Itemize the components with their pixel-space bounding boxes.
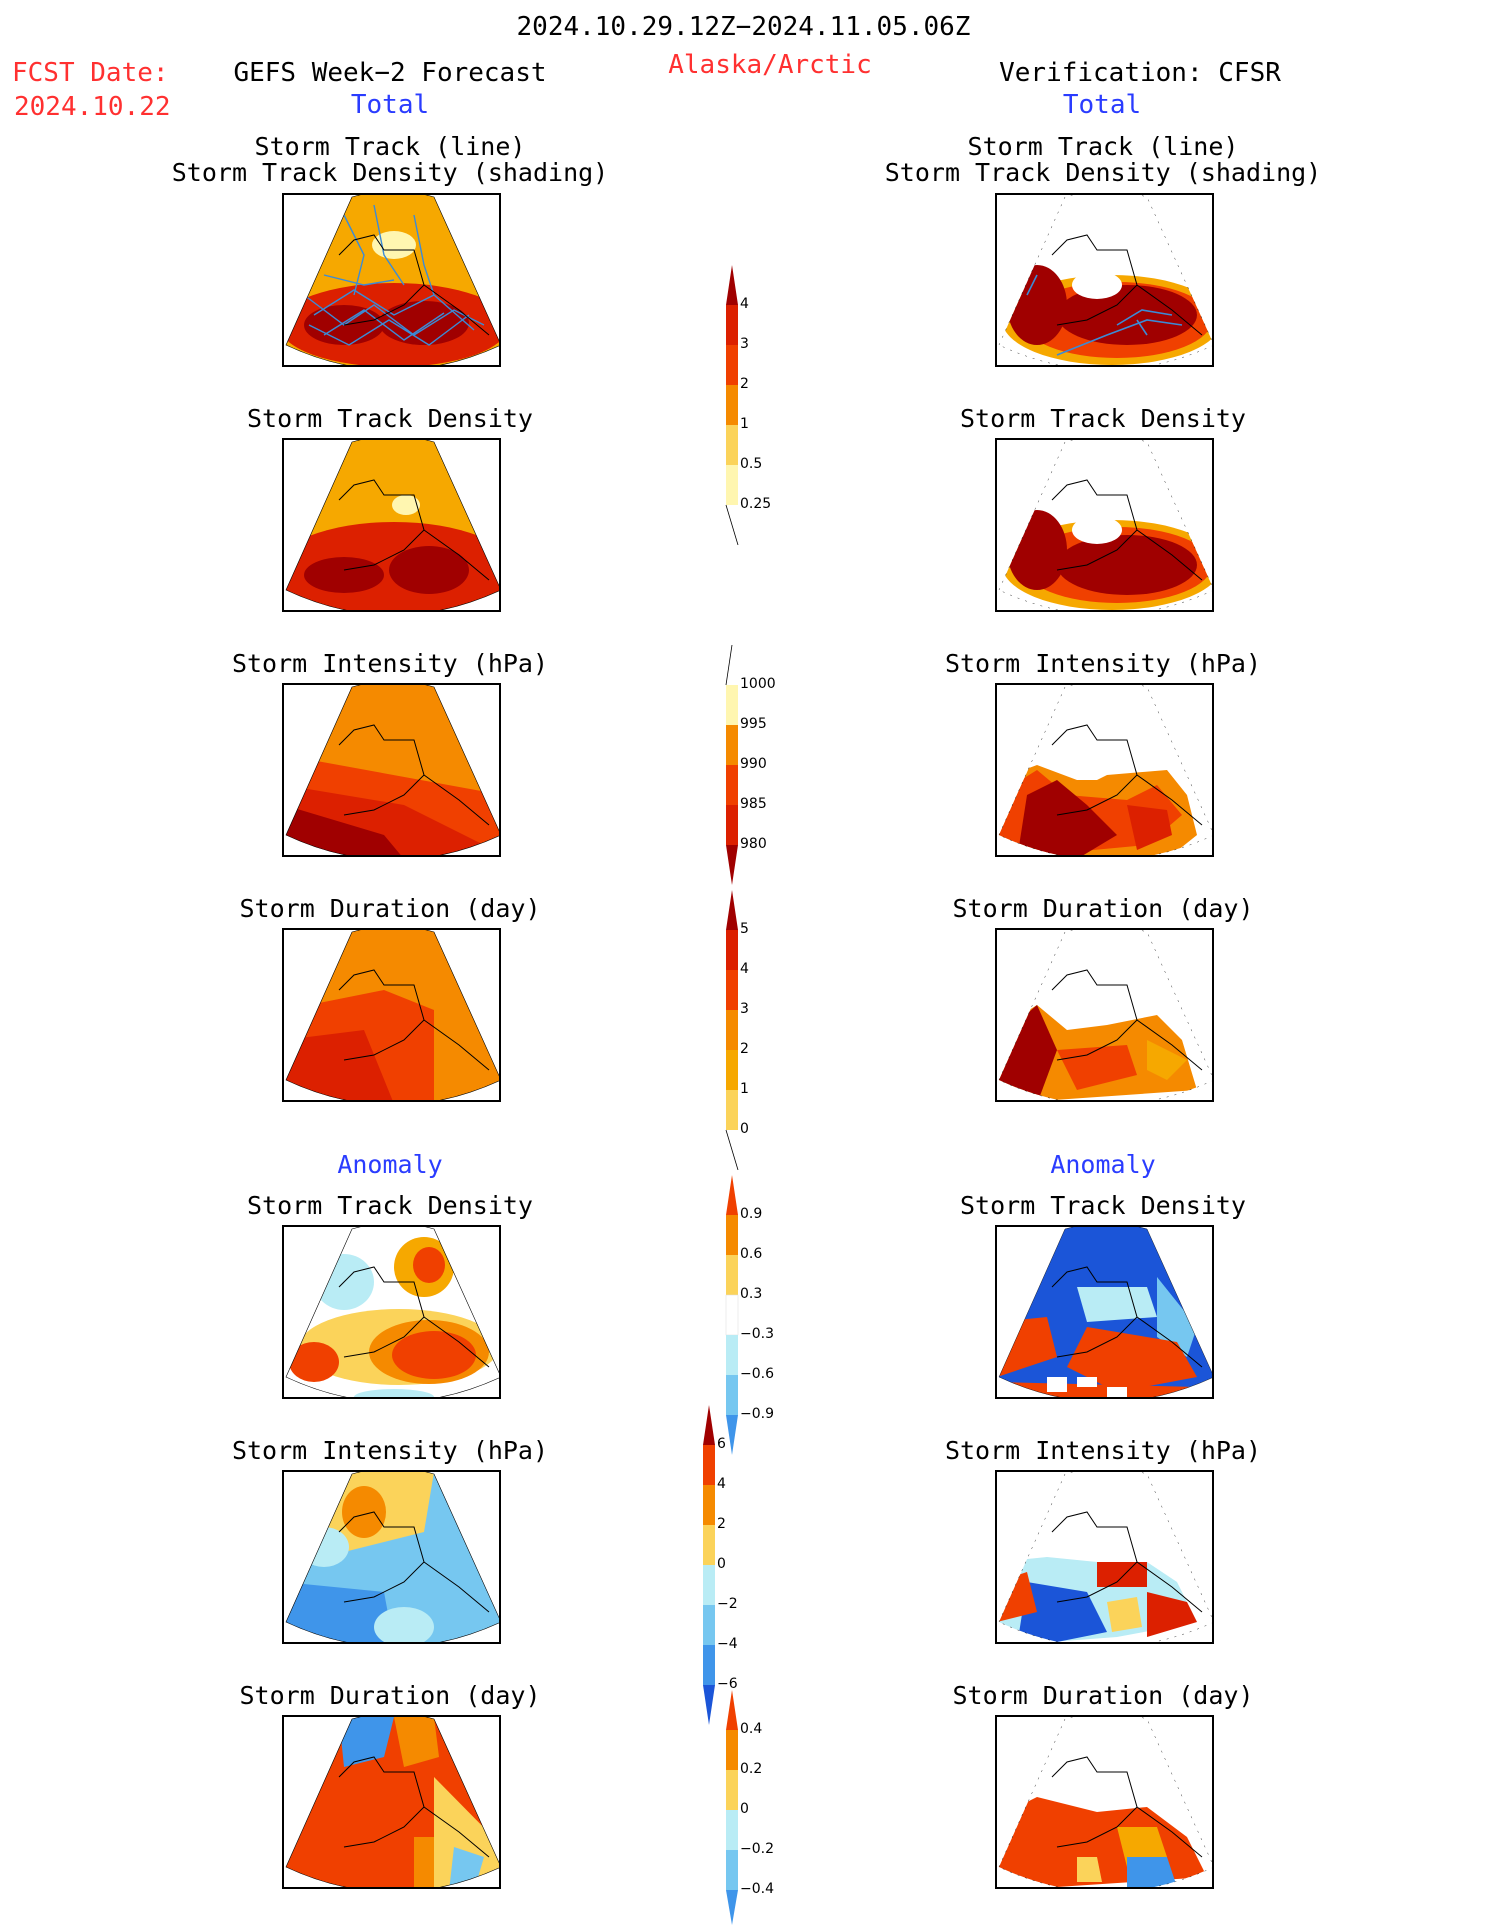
cb-density-anom-tick-2: 0.6: [740, 1246, 763, 1262]
map-left-intensity: [282, 683, 501, 857]
left-title-track-line: Storm Track (line): [254, 132, 526, 161]
cb-intensity-total-tick-4: 985: [740, 796, 767, 812]
cb-duration-anom-tick-2: 0.2: [740, 1761, 763, 1777]
map-left-duration: [282, 928, 501, 1102]
left-title-track-shading: Storm Track Density (shading): [171, 158, 609, 187]
map-left-density: [282, 438, 501, 612]
region-label: Alaska/Arctic: [668, 50, 872, 80]
cb-density-total-tick-5: 0.5: [740, 456, 763, 472]
colorbar-density-total: 4 3 2 1 0.5 0.25: [718, 265, 798, 545]
cb-intensity-anom-tick-5: −2: [717, 1596, 738, 1612]
cb-duration-total-tick-2: 4: [740, 961, 749, 977]
cb-intensity-total-tick-2: 995: [740, 716, 767, 732]
cb-duration-total-tick-4: 2: [740, 1041, 749, 1057]
cb-intensity-total-tick-1: 1000: [740, 676, 776, 692]
right-title-density: Storm Track Density: [960, 404, 1246, 433]
left-anomaly-label: Anomaly: [337, 1150, 443, 1179]
left-title-intensity-anom: Storm Intensity (hPa): [231, 1436, 549, 1465]
cb-intensity-total-tick-3: 990: [740, 756, 767, 772]
right-anomaly-label: Anomaly: [1050, 1150, 1156, 1179]
left-title-density: Storm Track Density: [247, 404, 533, 433]
right-title-density-anom: Storm Track Density: [960, 1191, 1246, 1220]
map-right-duration: [995, 928, 1214, 1102]
cb-density-total-tick-6: 0.25: [740, 496, 772, 512]
fcst-date-label: FCST Date:: [12, 58, 169, 88]
cb-intensity-anom-tick-2: 4: [717, 1476, 726, 1492]
cb-duration-anom-tick-1: 0.4: [740, 1721, 763, 1737]
colorbar-duration-anom: 0.4 0.2 0 −0.2 −0.4: [718, 1690, 798, 1930]
date-range-title: 2024.10.29.12Z−2024.11.05.06Z: [516, 12, 971, 42]
colorbar-density-anom: 0.9 0.6 0.3 −0.3 −0.6 −0.9: [718, 1175, 798, 1455]
right-title-duration: Storm Duration (day): [952, 894, 1254, 923]
cb-intensity-anom-tick-6: −4: [717, 1636, 738, 1652]
map-left-density-anom: [282, 1225, 501, 1399]
cb-intensity-anom-tick-7: −6: [717, 1676, 738, 1692]
cb-density-total-tick-3: 2: [740, 376, 749, 392]
cb-intensity-anom-tick-4: 0: [717, 1556, 726, 1572]
left-title-duration-anom: Storm Duration (day): [239, 1681, 541, 1710]
right-total-label: Total: [1062, 90, 1142, 120]
cb-duration-anom-tick-5: −0.4: [740, 1881, 774, 1897]
map-left-track: [282, 193, 501, 367]
cb-density-anom-tick-3: 0.3: [740, 1286, 763, 1302]
cb-duration-anom-tick-4: −0.2: [740, 1841, 774, 1857]
right-title-duration-anom: Storm Duration (day): [952, 1681, 1254, 1710]
cb-duration-total-tick-3: 3: [740, 1001, 749, 1017]
colorbar-intensity-total: 1000 995 990 985 980: [718, 645, 798, 885]
cb-duration-total-tick-1: 5: [740, 921, 749, 937]
cb-duration-total-tick-5: 1: [740, 1081, 749, 1097]
cb-density-total-tick-4: 1: [740, 416, 749, 432]
left-title-duration: Storm Duration (day): [239, 894, 541, 923]
map-right-intensity: [995, 683, 1214, 857]
left-title-intensity: Storm Intensity (hPa): [231, 649, 549, 678]
map-left-intensity-anom: [282, 1470, 501, 1644]
right-title-intensity: Storm Intensity (hPa): [944, 649, 1262, 678]
colorbar-duration-total: 5 4 3 2 1 0: [718, 890, 798, 1170]
cb-density-anom-tick-4: −0.3: [740, 1326, 774, 1342]
map-right-intensity-anom: [995, 1470, 1214, 1644]
cb-duration-total-tick-6: 0: [740, 1121, 749, 1137]
right-title-track-shading: Storm Track Density (shading): [884, 158, 1322, 187]
cb-intensity-total-tick-5: 980: [740, 836, 767, 852]
cb-density-anom-tick-1: 0.9: [740, 1206, 763, 1222]
left-column-title: GEFS Week−2 Forecast: [233, 58, 547, 88]
map-right-density-anom: [995, 1225, 1214, 1399]
cb-density-total-tick-2: 3: [740, 336, 749, 352]
right-title-intensity-anom: Storm Intensity (hPa): [944, 1436, 1262, 1465]
left-title-density-anom: Storm Track Density: [247, 1191, 533, 1220]
cb-duration-anom-tick-3: 0: [740, 1801, 749, 1817]
map-right-duration-anom: [995, 1715, 1214, 1889]
cb-density-anom-tick-5: −0.6: [740, 1366, 774, 1382]
right-column-title: Verification: CFSR: [999, 58, 1281, 88]
cb-density-anom-tick-6: −0.9: [740, 1406, 774, 1422]
fcst-date-value: 2024.10.22: [14, 92, 171, 122]
map-left-duration-anom: [282, 1715, 501, 1889]
cb-density-total-tick-1: 4: [740, 296, 749, 312]
map-right-track: [995, 193, 1214, 367]
colorbar-intensity-anom: 6 4 2 0 −2 −4 −6: [695, 1405, 775, 1725]
cb-intensity-anom-tick-3: 2: [717, 1516, 726, 1532]
map-right-density: [995, 438, 1214, 612]
left-total-label: Total: [350, 90, 430, 120]
right-title-track-line: Storm Track (line): [967, 132, 1239, 161]
cb-intensity-anom-tick-1: 6: [717, 1436, 726, 1452]
